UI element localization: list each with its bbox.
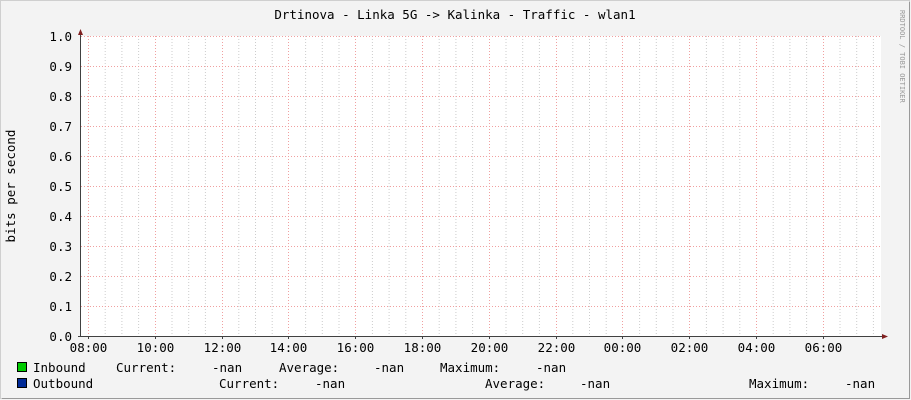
inbound-current-label: Current: [116, 360, 176, 375]
x-tick-label: 08:00 [70, 340, 108, 355]
y-tick-label: 0.3 [49, 239, 72, 254]
x-tick-label: 04:00 [738, 340, 776, 355]
y-tick-label: 0.5 [49, 179, 72, 194]
x-tick-label: 02:00 [671, 340, 709, 355]
x-tick-label: 12:00 [204, 340, 242, 355]
tick-labels: 0.0 0.1 0.2 0.3 0.4 0.5 0.6 0.7 0.8 0.9 1.0 08:00 10… [49, 29, 842, 355]
y-tick-label: 0.9 [49, 59, 72, 74]
inbound-maximum-value: -nan [536, 360, 566, 375]
x-tick-label: 16:00 [337, 340, 375, 355]
y-tick-label: 0.0 [49, 329, 72, 344]
outbound-label: Outbound [33, 376, 93, 391]
outbound-average-label: Average: [485, 376, 545, 391]
y-tick-label: 0.7 [49, 119, 72, 134]
outbound-swatch [17, 378, 27, 388]
y-tick-label: 0.6 [49, 149, 72, 164]
x-tick-label: 10:00 [137, 340, 175, 355]
outbound-current-label: Current: [219, 376, 279, 391]
outbound-maximum-value: -nan [845, 376, 875, 391]
inbound-maximum-label: Maximum: [440, 360, 500, 375]
inbound-label: Inbound [33, 360, 86, 375]
x-tick-label: 06:00 [805, 340, 843, 355]
outbound-maximum-label: Maximum: [749, 376, 809, 391]
x-tick-label: 14:00 [270, 340, 308, 355]
y-tick-label: 0.8 [49, 89, 72, 104]
inbound-current-value: -nan [212, 360, 242, 375]
y-tick-label: 1.0 [49, 29, 72, 44]
outbound-average-value: -nan [580, 376, 610, 391]
outbound-current-value: -nan [315, 376, 345, 391]
watermark: RRDTOOL / TOBI OETIKER [898, 10, 906, 104]
y-axis-arrow-icon [78, 29, 83, 35]
y-axis-label: bits per second [3, 130, 18, 243]
inbound-average-value: -nan [374, 360, 404, 375]
chart-title: Drtinova - Linka 5G -> Kalinka - Traffic… [274, 7, 635, 22]
x-tick-label: 00:00 [604, 340, 642, 355]
x-tick-label: 18:00 [404, 340, 442, 355]
inbound-swatch [17, 362, 27, 372]
inbound-average-label: Average: [279, 360, 339, 375]
grid [81, 36, 881, 339]
y-tick-label: 0.2 [49, 269, 72, 284]
x-axis-arrow-icon [882, 334, 888, 339]
y-tick-label: 0.4 [49, 209, 72, 224]
x-tick-label: 22:00 [538, 340, 576, 355]
y-tick-label: 0.1 [49, 299, 72, 314]
x-tick-label: 20:00 [471, 340, 509, 355]
